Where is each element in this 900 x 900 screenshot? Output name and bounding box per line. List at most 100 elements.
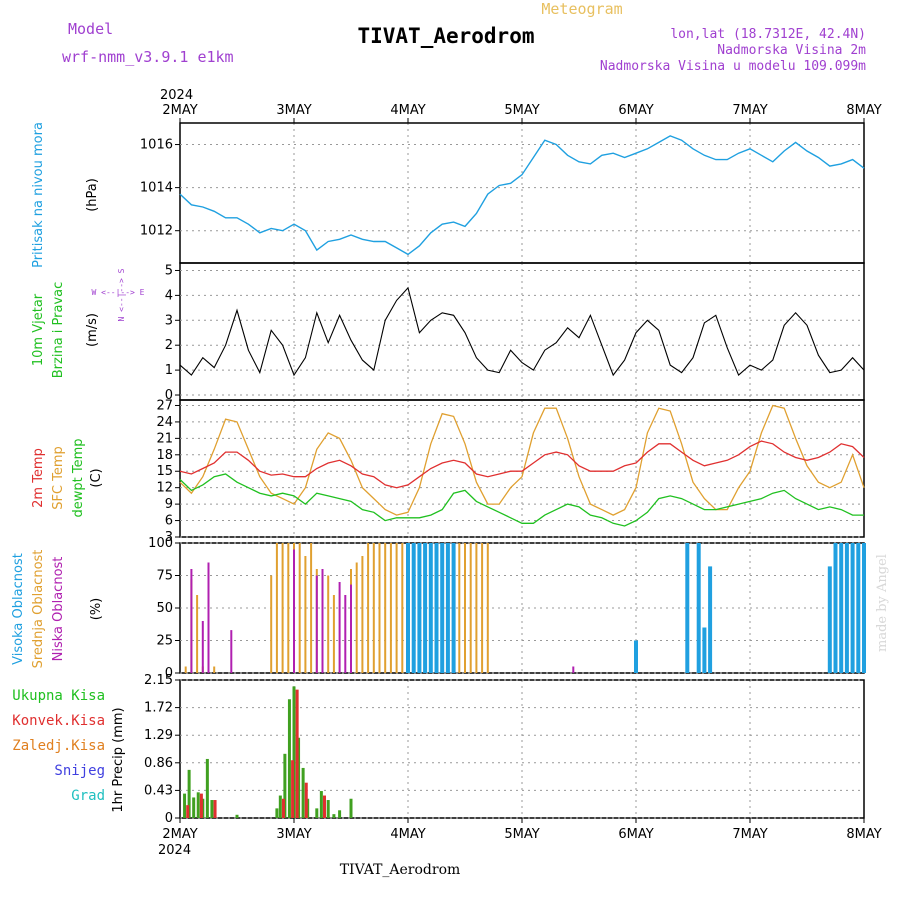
precip-total-bar	[196, 792, 200, 818]
cloud-high-bar	[634, 640, 638, 673]
cloud-mid-bar	[287, 543, 290, 673]
cloud-high-bar	[696, 543, 701, 673]
year-bottom: 2024	[158, 843, 191, 858]
cloud-high-bar	[862, 543, 866, 673]
x-day-label-bottom: 6MAY	[618, 827, 653, 842]
model-name: wrf-nmm_v3.9.1 e1km	[62, 48, 234, 66]
cloud-mid-bar	[270, 575, 273, 673]
temp-ylabel-sfc: SFC Temp	[51, 446, 66, 510]
cloud-mid-bar	[378, 543, 381, 673]
cloud-high-bar	[428, 543, 433, 673]
precip-total-bar	[287, 699, 291, 818]
chart-title: TIVAT_Aerodrom	[357, 24, 534, 48]
temp-ylabel-2m: 2m Temp	[31, 448, 46, 508]
cloud-high-bar	[827, 566, 832, 673]
wind-ytick-label: 2	[165, 338, 173, 353]
temp-ytick-label: 12	[156, 481, 173, 496]
precip-total-bar	[332, 814, 336, 818]
temp-ylabel-dewpt: dewpt Temp	[71, 438, 86, 517]
cloud-mid-bar	[281, 543, 284, 673]
precip-total-bar	[319, 791, 323, 818]
x-day-label-top: 2MAY	[162, 103, 197, 118]
cloud-low-bar	[201, 621, 204, 673]
pressure-frame	[179, 122, 865, 264]
cloud-ytick-label: 0	[165, 666, 173, 681]
cloud-mid-bar	[332, 595, 335, 673]
cloud-mid-bar	[361, 556, 364, 673]
precip-total-bar	[349, 798, 353, 818]
precip-ytick-label: 0.43	[144, 783, 173, 798]
cloud-mid-bar	[458, 543, 461, 673]
cloud-mid-bar	[196, 595, 199, 673]
precip-ytick-label: 1.72	[144, 701, 173, 716]
precip-ytick-label: 0.86	[144, 756, 173, 771]
precip-legend-snow: Snijeg	[54, 763, 105, 779]
precip-conv-bar	[281, 798, 285, 818]
precip-total-bar	[326, 800, 330, 818]
temp-2m-line	[179, 440, 865, 489]
x-day-label-bottom: 5MAY	[504, 827, 539, 842]
x-day-label-top: 5MAY	[504, 103, 539, 118]
cloud-low-bar	[230, 630, 233, 673]
wind-ylabel-2: Brzina i Pravac	[51, 282, 66, 379]
precip-ytick-label: 1.29	[144, 728, 173, 743]
cloud-mid-bar	[372, 543, 375, 673]
cloud-low-bar	[293, 549, 295, 673]
precip-conv-bar	[186, 805, 190, 818]
cloud-high-bar	[844, 543, 849, 673]
cloud-mid-bar	[401, 543, 404, 673]
pressure-ytick-label: 1014	[140, 181, 173, 196]
cloud-mid-bar	[304, 556, 307, 673]
x-day-label-top: 7MAY	[732, 103, 767, 118]
pressure-unit: (hPa)	[85, 178, 100, 212]
cloud-low-bar	[207, 562, 210, 673]
credit-label: made by Angel	[875, 554, 890, 652]
cloud-high-bar	[411, 543, 416, 673]
cloud-low-bar	[344, 595, 347, 673]
chart-panels: 1012101410160123453691215182124270255075…	[140, 103, 882, 842]
cloud-ylabel-mid: Srednja Oblacnost	[31, 550, 46, 669]
precip-total-bar	[301, 767, 305, 818]
temp-ytick-label: 6	[165, 514, 173, 529]
precip-total-bar	[292, 686, 296, 818]
temp-ytick-label: 9	[165, 497, 173, 512]
cloud-mid-bar	[486, 543, 489, 673]
pressure-ylabel: Pritisak na nivou mora	[31, 122, 46, 268]
cloud-high-bar	[702, 627, 707, 673]
x-day-label-top: 4MAY	[390, 103, 425, 118]
precip-ytick-label: 2.15	[144, 673, 173, 688]
cloud-high-bar	[445, 543, 450, 673]
cloud-high-bar	[440, 543, 445, 673]
x-day-label-bottom: 7MAY	[732, 827, 767, 842]
cloud-low-bar	[315, 575, 318, 673]
cloud-mid-bar	[464, 543, 466, 673]
temperature-frame	[179, 399, 865, 538]
cloud-high-bar	[850, 543, 855, 673]
temp-ytick-label: 27	[156, 398, 173, 413]
wind-ylabel-1: 10m Vjetar	[31, 293, 46, 366]
cloud-ylabel-low: Niska Oblacnost	[51, 557, 66, 662]
cloud-mid-bar	[367, 543, 370, 673]
x-day-label-bottom: 3MAY	[276, 827, 311, 842]
cloud-mid-bar	[389, 543, 392, 673]
precip-frame	[179, 679, 865, 819]
wind-compass-ew: W <--|--> E	[92, 288, 145, 297]
cloud-mid-bar	[475, 543, 478, 673]
wind-unit: (m/s)	[85, 313, 100, 347]
cloud-high-bar	[685, 543, 690, 673]
pressure-line	[179, 135, 865, 256]
cloud-mid-bar	[310, 543, 313, 673]
temp-unit: (C)	[89, 468, 104, 487]
wind-compass-ns: N <--|--> S	[117, 268, 126, 321]
year-top: 2024	[160, 88, 193, 103]
cloud-high-bar	[434, 543, 439, 673]
cloud-ytick-label: 25	[156, 634, 173, 649]
cloud-low-bar	[190, 569, 193, 673]
wind-ytick-label: 4	[165, 288, 173, 303]
cloud-ylabel-high: Visoka Oblacnost	[11, 553, 26, 665]
cloud-mid-bar	[327, 575, 330, 673]
cloud-ytick-label: 75	[156, 569, 173, 584]
precip-ylabel: 1hr Precip (mm)	[111, 707, 126, 812]
cloud-low-bar	[338, 582, 341, 673]
x-day-label-bottom: 4MAY	[390, 827, 425, 842]
